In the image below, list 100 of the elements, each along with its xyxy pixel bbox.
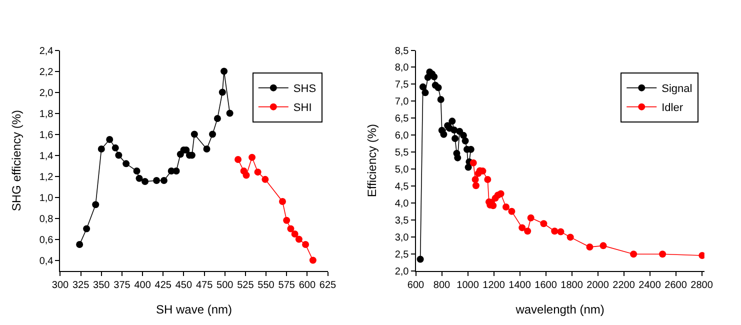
y-tick-label: 0,6 (39, 234, 54, 246)
y-tick-label: 2,2 (39, 66, 54, 78)
point (462, 137, 469, 144)
y-tick-label: 4,0 (394, 198, 410, 210)
x-axis-title: wavelength (nm) (514, 302, 604, 317)
x-tick-label: 550 (258, 280, 275, 291)
x-tick-label: 1800 (560, 280, 584, 291)
y-tick-label: 8,0 (394, 62, 410, 74)
y-tick-label: 2,0 (394, 266, 410, 278)
point (440, 130, 448, 138)
point (209, 130, 216, 138)
y-tick-label: 0,8 (39, 214, 54, 225)
y-tick-label: 5,5 (394, 148, 410, 159)
point (557, 228, 564, 236)
point (283, 216, 290, 224)
y-tick-label: 2,5 (394, 249, 410, 260)
y-tick-label: 5,0 (394, 164, 410, 176)
legend-label: Idler (662, 102, 684, 114)
y-tick-label: 3,5 (394, 215, 410, 226)
x-tick-label: 2000 (586, 280, 610, 291)
point (160, 176, 168, 184)
point (659, 250, 666, 258)
point (497, 190, 504, 198)
point (106, 136, 114, 144)
x-tick-label: 1000 (456, 280, 480, 291)
point (566, 234, 574, 241)
y-tick-label: 2,4 (39, 46, 54, 57)
point (309, 256, 316, 264)
point (133, 168, 140, 175)
y-tick-label: 2,0 (39, 88, 54, 99)
point (92, 201, 100, 208)
point (430, 73, 438, 80)
x-tick-label: 625 (319, 280, 337, 291)
x-tick-label: 2800 (690, 280, 714, 291)
point (527, 214, 534, 222)
point (234, 156, 242, 163)
y-tick-label: 1,6 (39, 130, 54, 141)
point (278, 198, 286, 205)
x-tick-label: 475 (196, 280, 214, 291)
x-tick-label: 600 (298, 280, 316, 291)
point (470, 159, 477, 166)
point (98, 145, 105, 152)
legend-label: SHS (293, 83, 316, 96)
point (287, 225, 294, 232)
y-tick-label: 1,2 (39, 172, 54, 183)
x-tick-label: 325 (72, 280, 90, 291)
point (218, 88, 226, 96)
x-tick-label: 300 (52, 280, 70, 291)
x-tick-label: 800 (433, 280, 451, 291)
point (172, 168, 180, 175)
point (502, 204, 510, 210)
point (472, 176, 479, 184)
point (551, 228, 558, 235)
y-tick-label: 1,4 (39, 150, 54, 162)
x-tick-label: 425 (154, 280, 172, 291)
x-tick-label: 1200 (482, 280, 506, 291)
y-tick-label: 0,4 (39, 256, 54, 267)
point (302, 241, 310, 248)
point (422, 89, 429, 96)
point (122, 160, 130, 168)
x-tick-label: 450 (175, 280, 192, 291)
point (630, 250, 638, 258)
y-tick-label: 4,5 (394, 181, 410, 192)
x-tick-label: 575 (278, 280, 296, 291)
point (437, 96, 444, 103)
point (508, 208, 516, 215)
y-tick-label: 7,5 (394, 80, 410, 91)
point (112, 144, 119, 152)
point (419, 83, 426, 90)
point (203, 145, 210, 152)
y-tick-label: 8,5 (394, 46, 410, 57)
point (600, 242, 607, 250)
x-tick-label: 2600 (664, 280, 688, 291)
point (83, 225, 90, 232)
point (214, 115, 221, 122)
point (416, 256, 424, 263)
point (540, 220, 548, 228)
point (460, 132, 467, 139)
x-tick-label: 1600 (534, 280, 558, 291)
point (698, 252, 704, 260)
point (472, 182, 480, 190)
y-tick-label: 6,5 (394, 114, 410, 125)
point (242, 172, 250, 179)
x-tick-label: 400 (134, 280, 152, 291)
legend-label: Signal (662, 83, 692, 96)
x-tick-label: 2200 (612, 280, 636, 291)
y-tick-label: 6,0 (394, 130, 410, 142)
y-axis-title: SHG efficiency (%) (10, 110, 24, 212)
x-tick-label: 500 (216, 280, 234, 291)
x-tick-label: 2400 (638, 280, 662, 291)
x-tick-label: 375 (114, 280, 131, 291)
y-axis-title: Efficiency (%) (365, 124, 380, 198)
point (295, 236, 302, 243)
point (254, 168, 262, 176)
point (484, 176, 492, 184)
point (226, 110, 234, 117)
point (456, 128, 464, 135)
x-tick-label: 525 (237, 280, 254, 291)
point (448, 118, 456, 125)
point (248, 154, 256, 161)
